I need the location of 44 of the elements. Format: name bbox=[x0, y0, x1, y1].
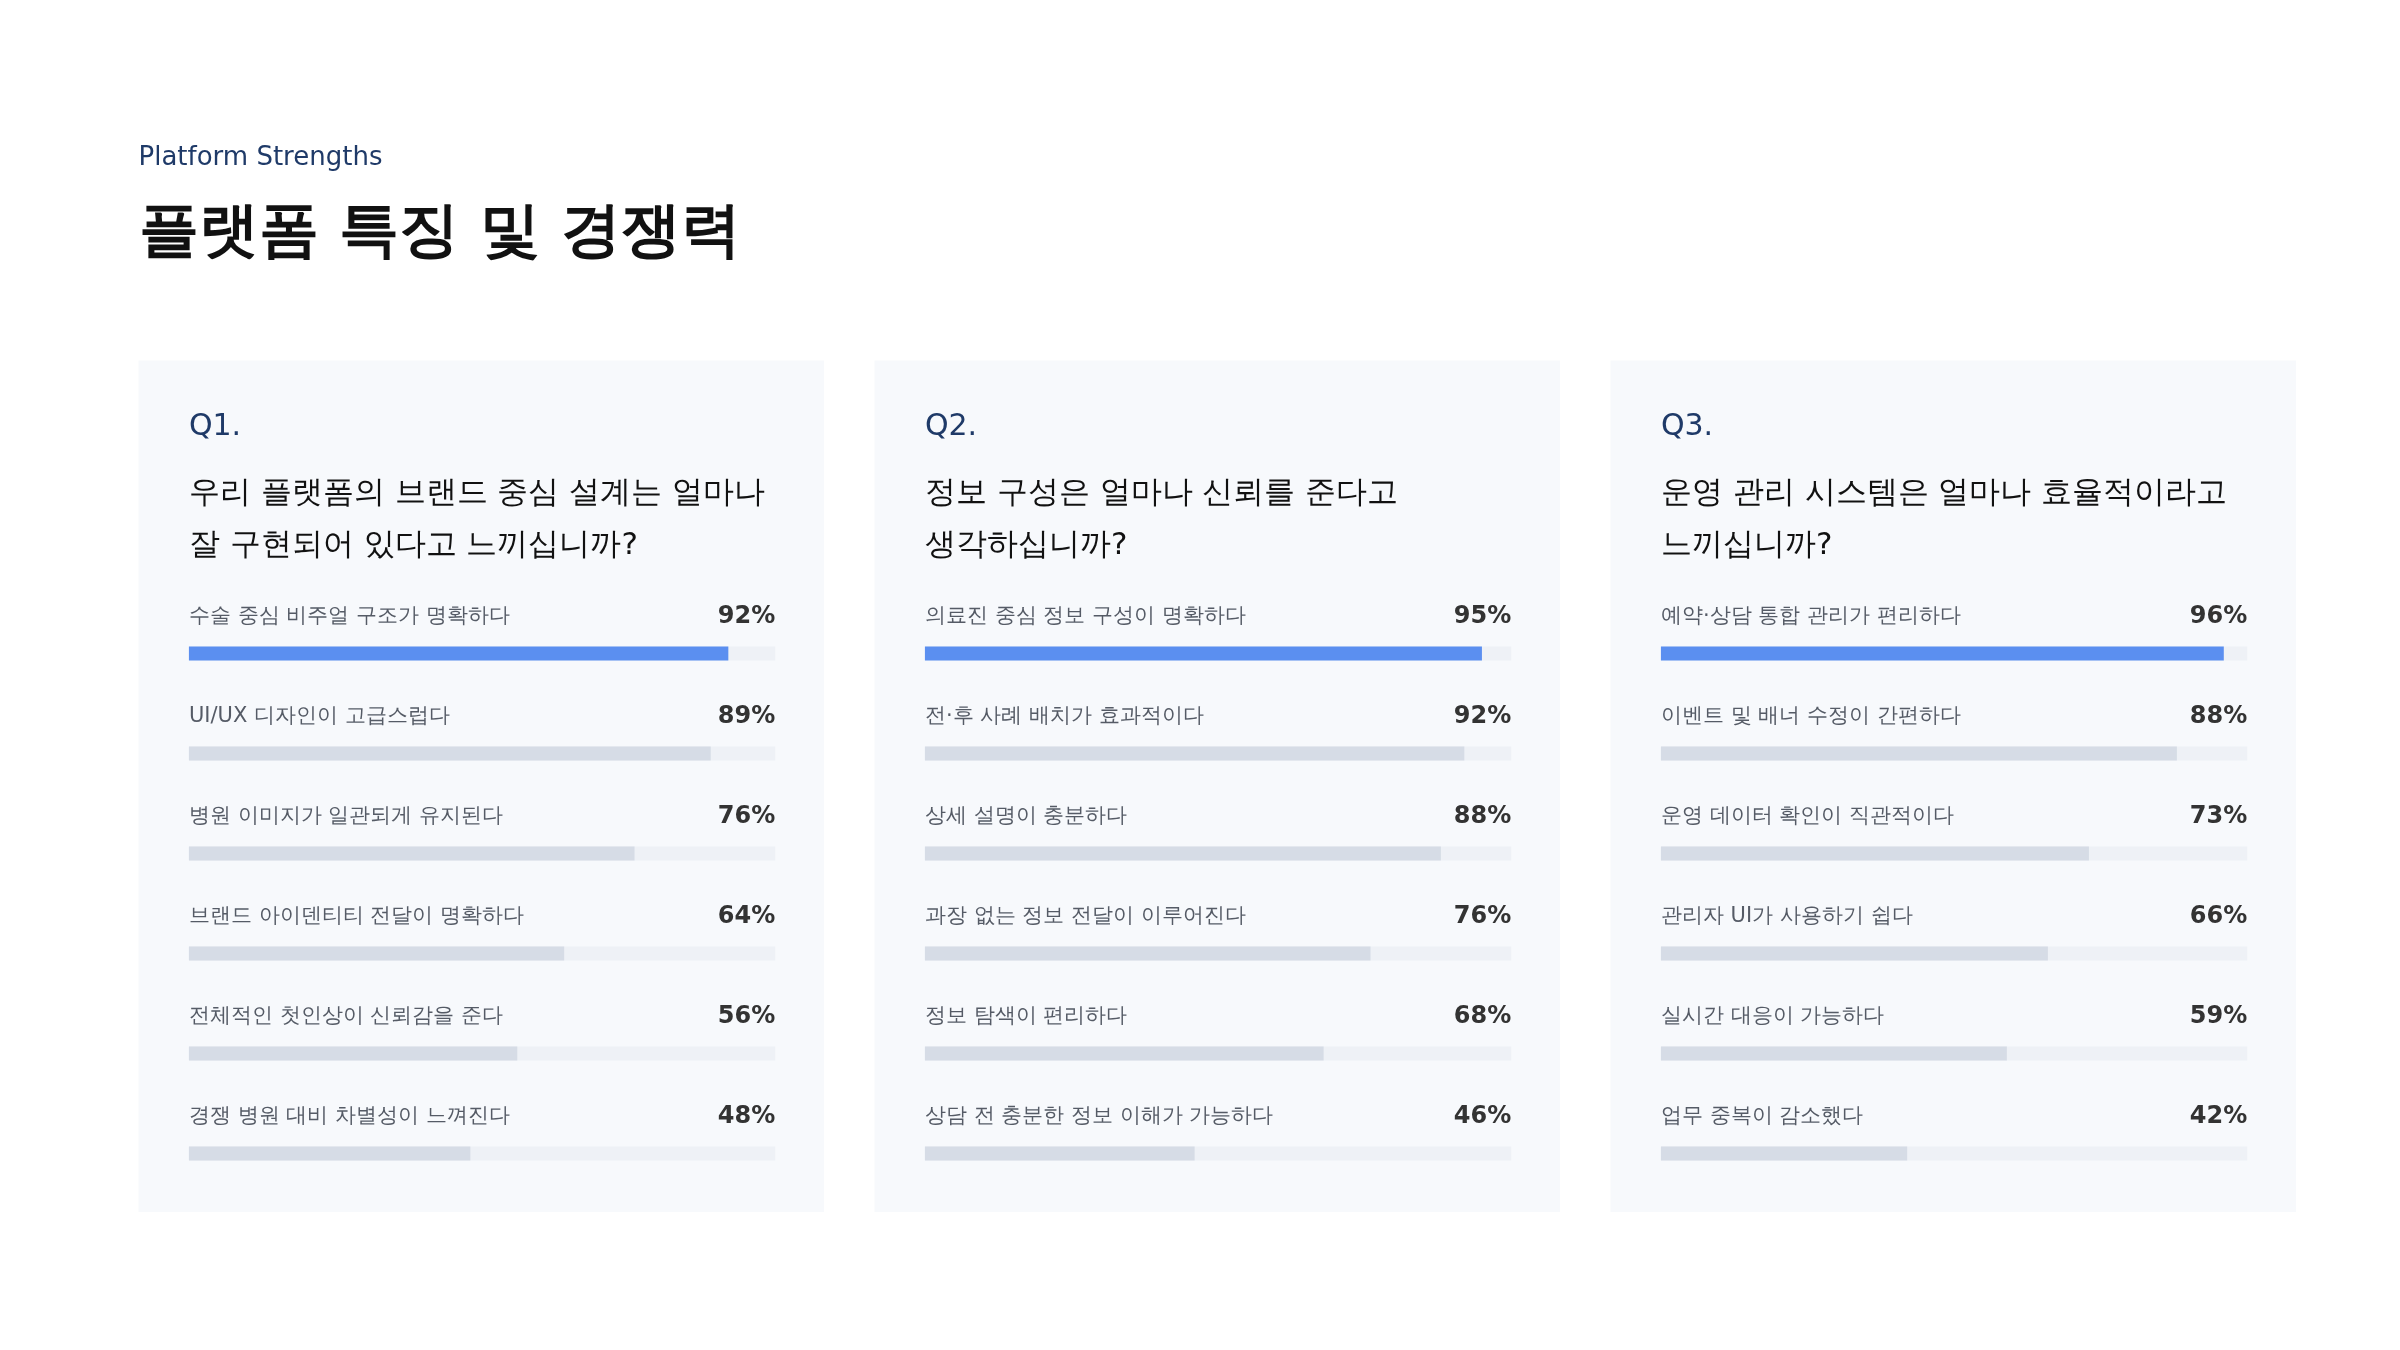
category-label: 경쟁 병원 대비 차별성이 느껴진다 bbox=[188, 1102, 510, 1127]
data-label: 68% bbox=[1453, 1000, 1512, 1029]
category-label: 운영 데이터 확인이 직관적이다 bbox=[1660, 802, 1954, 827]
category-label: 정보 탐색이 편리하다 bbox=[924, 1002, 1128, 1027]
chart-title: Q2. bbox=[924, 407, 978, 442]
chart-subtitle: 정보 구성은 얼마나 신뢰를 준다고 생각하십니까? bbox=[924, 472, 1399, 561]
category-label: 브랜드 아이덴티티 전달이 명확하다 bbox=[188, 902, 524, 927]
chart-title: Q3. bbox=[1660, 407, 1714, 442]
data-label: 88% bbox=[1453, 800, 1512, 829]
chart-subtitle: 운영 관리 시스템은 얼마나 효율적이라고 느끼십니까? bbox=[1660, 472, 2228, 561]
data-label: 59% bbox=[2189, 1000, 2248, 1029]
text: Platform Strengths bbox=[138, 140, 383, 171]
category-label: 전·후 사례 배치가 효과적이다 bbox=[924, 702, 1204, 727]
chart-subtitle: 우리 플랫폼의 브랜드 중심 설계는 얼마나 잘 구현되어 있다고 느끼십니까? bbox=[188, 472, 766, 561]
data-label: 88% bbox=[2189, 700, 2248, 729]
data-label: 64% bbox=[717, 900, 776, 929]
data-label: 76% bbox=[717, 800, 776, 829]
category-label: 상담 전 충분한 정보 이해가 가능하다 bbox=[924, 1102, 1274, 1127]
category-label: 실시간 대응이 가능하다 bbox=[1660, 1002, 1885, 1027]
data-label: 76% bbox=[1453, 900, 1512, 929]
category-label: 수술 중심 비주얼 구조가 명확하다 bbox=[188, 602, 510, 627]
data-label: 56% bbox=[717, 1000, 776, 1029]
data-label: 73% bbox=[2189, 800, 2248, 829]
data-label: 46% bbox=[1453, 1100, 1512, 1129]
category-label: 상세 설명이 충분하다 bbox=[924, 802, 1128, 827]
category-label: 전체적인 첫인상이 신뢰감을 준다 bbox=[188, 1002, 503, 1027]
chart-title: Q1. bbox=[188, 407, 242, 442]
data-label: 42% bbox=[2189, 1100, 2248, 1129]
category-label: 예약·상담 통합 관리가 편리하다 bbox=[1660, 602, 1961, 627]
text: 플랫폼 특징 및 경쟁력 bbox=[138, 193, 742, 264]
data-label: 48% bbox=[717, 1100, 776, 1129]
category-label: 병원 이미지가 일관되게 유지된다 bbox=[188, 802, 503, 827]
data-label: 89% bbox=[717, 700, 776, 729]
data-label: 66% bbox=[2189, 900, 2248, 929]
data-label: 92% bbox=[717, 600, 776, 629]
category-label: 의료진 중심 정보 구성이 명확하다 bbox=[924, 602, 1246, 627]
category-label: UI/UX 디자인이 고급스럽다 bbox=[188, 702, 450, 727]
data-label: 95% bbox=[1453, 600, 1512, 629]
category-label: 관리자 UI가 사용하기 쉽다 bbox=[1660, 902, 1913, 927]
data-label: 96% bbox=[2189, 600, 2248, 629]
category-label: 이벤트 및 배너 수정이 간편하다 bbox=[1660, 702, 1961, 727]
data-label: 92% bbox=[1453, 700, 1512, 729]
category-label: 과장 없는 정보 전달이 이루어진다 bbox=[924, 902, 1246, 927]
category-label: 업무 중복이 감소했다 bbox=[1660, 1102, 1864, 1127]
